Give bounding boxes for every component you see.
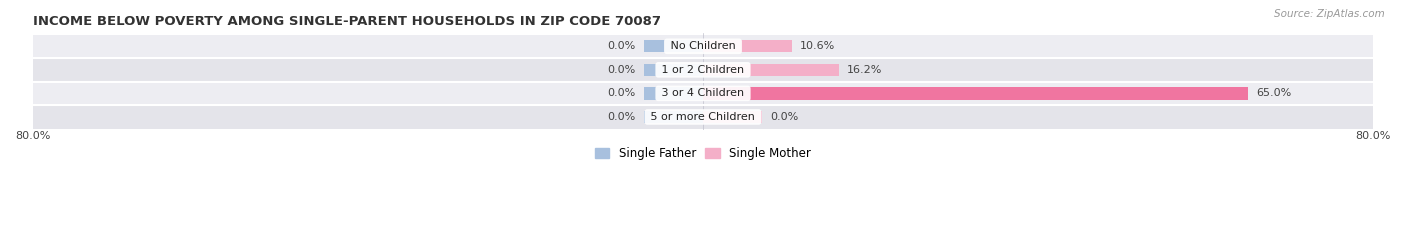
Bar	[644, 64, 703, 76]
Bar	[703, 87, 1247, 99]
Bar	[644, 87, 703, 99]
Text: 0.0%: 0.0%	[607, 88, 636, 98]
Text: 0.0%: 0.0%	[770, 112, 799, 122]
Bar	[32, 105, 1374, 129]
Text: 3 or 4 Children: 3 or 4 Children	[658, 88, 748, 98]
Text: 0.0%: 0.0%	[607, 41, 636, 51]
Text: 0.0%: 0.0%	[607, 112, 636, 122]
Text: 5 or more Children: 5 or more Children	[647, 112, 759, 122]
Bar	[32, 58, 1374, 82]
Text: No Children: No Children	[666, 41, 740, 51]
Text: 0.0%: 0.0%	[607, 65, 636, 75]
Text: 65.0%: 65.0%	[1256, 88, 1291, 98]
Bar	[703, 40, 792, 52]
Text: 16.2%: 16.2%	[848, 65, 883, 75]
Bar	[644, 40, 703, 52]
Bar	[32, 82, 1374, 105]
Text: INCOME BELOW POVERTY AMONG SINGLE-PARENT HOUSEHOLDS IN ZIP CODE 70087: INCOME BELOW POVERTY AMONG SINGLE-PARENT…	[32, 15, 661, 28]
Text: 10.6%: 10.6%	[800, 41, 835, 51]
Legend: Single Father, Single Mother: Single Father, Single Mother	[591, 142, 815, 164]
Text: Source: ZipAtlas.com: Source: ZipAtlas.com	[1274, 9, 1385, 19]
Bar	[32, 34, 1374, 58]
Bar	[703, 111, 762, 123]
Text: 1 or 2 Children: 1 or 2 Children	[658, 65, 748, 75]
Bar	[703, 64, 839, 76]
Bar	[644, 111, 703, 123]
